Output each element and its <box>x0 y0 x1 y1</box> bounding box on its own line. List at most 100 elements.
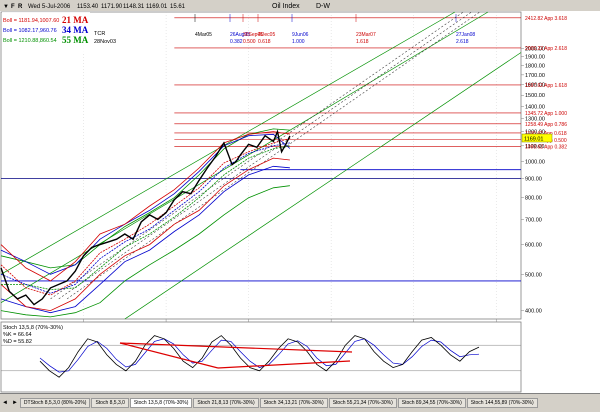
chart-canvas: ▼ F R Wed 5-Jul-2006 1153.40 1171.90 114… <box>0 0 600 393</box>
y-tick-label: 1400.00 <box>525 104 545 110</box>
time-marker-ratio: 0.382 <box>230 39 243 45</box>
last-price-marker: 1169.01 <box>521 133 553 143</box>
stoch-triangle-upper <box>119 342 353 353</box>
y-tick-label: 1900.00 <box>525 55 545 61</box>
legend-ma-21: 21 MA <box>62 15 89 25</box>
tab-list: DTStoch 8,5,3,0 (80%-20%) Stoch 8,5,3,0 St… <box>19 398 539 408</box>
ohlc-high: 1171.90 <box>101 4 123 10</box>
stoch-k-label: %K = 66.64 <box>3 332 32 338</box>
boll-34-lower <box>0 165 290 314</box>
dropdown-toggle-icon[interactable]: ▼ <box>3 4 9 10</box>
ohlc-date: Wed 5-Jul-2006 <box>28 4 71 10</box>
indicator-tab[interactable]: DTStoch 8,5,3,0 (80%-20%) <box>19 398 91 408</box>
ohlc-open: 1153.40 <box>77 4 99 10</box>
bollinger-bands <box>0 128 291 318</box>
y-tick-label: 400.00 <box>525 309 542 315</box>
price-series <box>0 129 291 306</box>
indicator-tab[interactable]: Stoch 55,21,34 (70%-30%) <box>328 398 397 408</box>
boll-34-upper <box>0 133 291 275</box>
ma-34-line <box>0 142 290 294</box>
indicator-tab[interactable]: Stoch 144,55,89 (70%-30%) <box>466 398 538 408</box>
price-level-label: 2005.22 App 2.618 <box>525 46 567 52</box>
last-price-label: 1169.01 <box>524 137 543 143</box>
indicator-legend: Boll = 1181.94,1007.60 21 MA Boll = 1082… <box>2 12 90 52</box>
legend-ma-34: 34 MA <box>62 25 89 35</box>
y-tick-label: 600.00 <box>525 243 542 249</box>
indicator-tab[interactable]: Stoch 8,5,3,0 <box>91 398 129 408</box>
boll-55-lower <box>0 185 290 318</box>
y-tick-label: 1100.00 <box>525 144 544 150</box>
ma-55-line <box>1 145 290 291</box>
r-button[interactable]: R <box>18 4 23 10</box>
price-level-label: 1258.49 App 0.786 <box>525 122 567 128</box>
y-tick-label: 1500.00 <box>525 93 545 99</box>
tcr-title: TCR <box>94 31 105 37</box>
price-level-label: 2412.82 App 3.618 <box>525 16 567 22</box>
chart-period: D-W <box>316 3 330 10</box>
time-marker-ratio: 1.618 <box>356 39 369 45</box>
y-tick-label: 1300.00 <box>525 117 545 123</box>
ohlc-close: 1169.01 <box>146 4 168 10</box>
indicator-tabs: ◄ ► DTStoch 8,5,3,0 (80%-20%) Stoch 8,5,3… <box>0 393 600 412</box>
y-tick-label: 800.00 <box>525 196 542 202</box>
x-axis: 040506070809 <box>81 12 499 330</box>
y-tick-label: 500.00 <box>525 272 542 278</box>
time-marker-date: 30Sep05 <box>243 32 263 38</box>
price-level-label: 1597.62 App 1.618 <box>525 83 567 89</box>
time-marker-date: 4Mar05 <box>195 32 212 38</box>
y-tick-label: 1700.00 <box>525 73 545 79</box>
time-marker-ratio: 1.000 <box>292 39 305 45</box>
y-tick-label: 900.00 <box>525 176 542 182</box>
indicator-tab[interactable]: Stoch 13,5,8 (70%-30%) <box>129 398 193 408</box>
stoch-triangle-lower-left <box>119 342 219 369</box>
ma-21-line <box>0 138 291 296</box>
time-marker-ratio: 0.618 <box>258 39 271 45</box>
legend-boll-21: Boll = 1181.94,1007.60 <box>3 18 59 24</box>
indicator-tab[interactable]: Stoch 34,13,21 (70%-30%) <box>259 398 328 408</box>
y-tick-label: 1000.00 <box>525 159 545 165</box>
y-tick-label: 2000.00 <box>525 46 545 52</box>
time-marker-date: 23Mar07 <box>356 32 376 38</box>
time-marker-date: 9Jun06 <box>292 32 309 38</box>
header-bar: ▼ F R Wed 5-Jul-2006 1153.40 1171.90 114… <box>0 0 600 11</box>
price-level-label: 1093.62 App 0.382 <box>525 145 567 151</box>
green-channel-line <box>0 11 456 275</box>
y-axis: 400.00 500.00 600.00 700.00 800.00 900.00 1000… <box>521 46 545 315</box>
legend-ma-55: 55 MA <box>62 35 89 45</box>
time-marker-date: 4Dec05 <box>258 32 275 38</box>
stoch-series <box>1 335 521 378</box>
ohlc-change: 15.61 <box>170 4 186 10</box>
ohlc-low: 1148.31 <box>123 4 145 10</box>
stoch-d-label: %D = 55.82 <box>3 339 32 345</box>
indicator-tab[interactable]: Stoch 21,8,13 (70%-30%) <box>193 398 259 408</box>
y-tick-label: 1200.00 <box>525 130 545 136</box>
y-tick-label: 1600.00 <box>525 83 545 89</box>
indicator-tab[interactable]: Stoch 89,34,55 (70%-30%) <box>397 398 466 408</box>
stoch-d-line <box>39 338 480 373</box>
time-marker-date: 27Jan08 <box>456 32 475 38</box>
y-tick-label: 1800.00 <box>525 64 545 70</box>
tab-scroll-left-icon[interactable]: ◄ <box>2 400 8 406</box>
chart-title: Oil Index <box>272 3 300 10</box>
time-markers: 4Mar05 26Aug050.38230Sep050.5004Dec050.61… <box>194 14 475 45</box>
boll-21-lower <box>0 157 290 312</box>
f-button[interactable]: F <box>11 4 15 10</box>
tcr-date: 28Nov03 <box>94 39 116 45</box>
legend-boll-55: Boll = 1210.88,860.54 <box>3 38 57 44</box>
time-marker-ratio: 2.618 <box>456 39 469 45</box>
stoch-k-line <box>39 335 480 378</box>
legend-boll-34: Boll = 1082.17,960.76 <box>3 28 57 34</box>
stoch-plot-area <box>0 321 522 393</box>
price-level-label: 1345.72 App 1.000 <box>525 111 567 117</box>
stoch-title: Stoch 13,5,8 (70%-30%) <box>3 325 63 331</box>
green-channel-line <box>124 52 522 320</box>
price-line <box>0 129 291 306</box>
time-marker-ratio: 0.500 <box>243 39 256 45</box>
stoch-triangle-lower-right <box>217 360 351 369</box>
time-marker-date: 26Aug05 <box>230 32 250 38</box>
price-plot-area <box>0 11 522 320</box>
y-tick-label: 700.00 <box>525 217 542 223</box>
boll-21-upper <box>0 131 290 282</box>
tab-scroll-right-icon[interactable]: ► <box>11 400 18 406</box>
